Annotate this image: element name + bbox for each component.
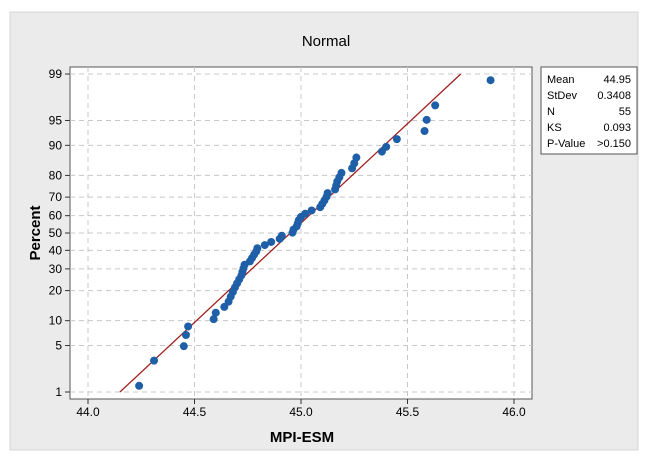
- data-point: [211, 308, 220, 317]
- data-point: [220, 302, 229, 311]
- y-tick-label: 40: [49, 243, 63, 257]
- data-point: [420, 127, 429, 136]
- x-axis-label: MPI-ESM: [270, 429, 334, 446]
- x-tick-label: 46.0: [502, 405, 526, 419]
- y-tick-label: 1: [55, 385, 62, 399]
- y-tick-label: 95: [49, 113, 63, 127]
- data-point: [422, 115, 431, 124]
- data-point: [392, 135, 401, 144]
- data-point: [486, 76, 495, 85]
- data-point: [323, 189, 332, 198]
- data-point: [179, 342, 188, 351]
- x-tick-label: 45.0: [289, 405, 313, 419]
- data-point: [307, 206, 316, 215]
- y-tick-label: 20: [49, 284, 63, 298]
- data-point: [253, 244, 262, 253]
- stat-label-mean: Mean: [547, 74, 575, 86]
- y-tick-label: 30: [49, 262, 63, 276]
- data-point: [209, 315, 218, 324]
- data-point: [431, 101, 440, 110]
- y-axis-ticks: 1 5 10 20 30 40 50 60 70 80 90 95 99: [49, 67, 70, 399]
- data-point: [260, 241, 269, 250]
- data-point: [181, 330, 190, 339]
- stat-label-pvalue: P-Value: [547, 138, 585, 150]
- x-axis-ticks: 44.0 44.5 45.0 45.5 46.0: [76, 399, 526, 419]
- data-point: [337, 168, 346, 177]
- y-tick-label: 5: [55, 339, 62, 353]
- gridlines: [70, 67, 532, 399]
- data-point: [267, 237, 276, 246]
- data-point: [277, 231, 286, 240]
- y-axis-label: Percent: [27, 205, 44, 260]
- y-tick-label: 10: [49, 314, 63, 328]
- x-tick-label: 45.5: [396, 405, 420, 419]
- data-point: [150, 356, 159, 365]
- stat-value-mean: 44.95: [603, 74, 631, 86]
- y-tick-label: 70: [49, 190, 63, 204]
- x-tick-label: 44.5: [183, 405, 207, 419]
- stat-label-stdev: StDev: [547, 90, 577, 102]
- data-point: [352, 153, 361, 162]
- y-tick-label: 90: [49, 138, 63, 152]
- stats-box-frame: [540, 66, 638, 155]
- stat-value-n: 55: [619, 106, 631, 118]
- stat-label-ks: KS: [547, 122, 562, 134]
- data-point: [301, 209, 310, 218]
- y-tick-label: 80: [49, 168, 63, 182]
- data-point: [135, 381, 144, 390]
- data-points: [135, 76, 495, 390]
- y-tick-label: 50: [49, 226, 63, 240]
- stat-label-n: N: [547, 106, 555, 118]
- data-point: [382, 142, 391, 151]
- x-tick-label: 44.0: [76, 405, 100, 419]
- stat-value-ks: 0.093: [603, 122, 631, 134]
- data-point: [184, 322, 193, 331]
- stats-box: Mean 44.95 StDev 0.3408 N 55 KS 0.093 P-…: [540, 66, 638, 155]
- chart-title: Normal: [302, 33, 350, 50]
- stat-value-pvalue: >0.150: [597, 138, 631, 150]
- stat-value-stdev: 0.3408: [597, 90, 631, 102]
- y-tick-label: 60: [49, 209, 63, 223]
- y-tick-label: 99: [49, 67, 63, 81]
